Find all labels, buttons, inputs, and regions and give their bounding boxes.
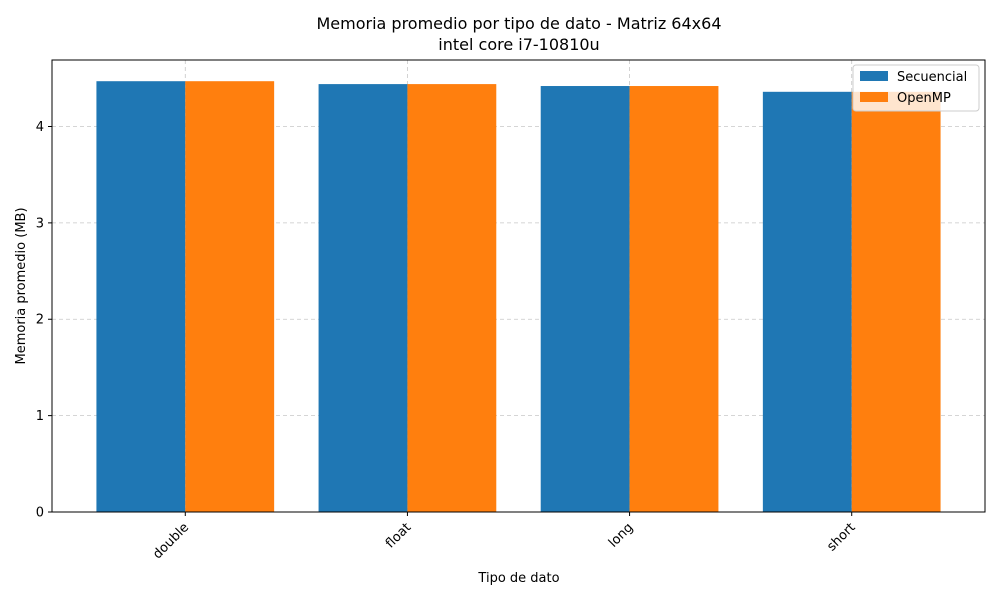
bar-secuencial-double: [96, 81, 186, 512]
x-tick-label-double: double: [150, 520, 192, 562]
legend-swatch-openmp: [860, 92, 888, 102]
y-axis-ticks: 0 1 2 3 4: [36, 120, 52, 521]
x-tick-label-long: long: [606, 520, 636, 550]
plot-frame: [51, 59, 986, 513]
y-tick-label: 1: [36, 409, 44, 424]
chart-subtitle: intel core i7-10810u: [438, 35, 599, 54]
x-axis-label: Tipo de dato: [477, 571, 559, 586]
bar-openmp-long: [629, 86, 719, 512]
bar-openmp-short: [851, 91, 941, 513]
legend-swatch-secuencial: [860, 71, 888, 81]
y-tick-label: 0: [36, 506, 44, 521]
bar-openmp-float: [407, 84, 497, 513]
bar-secuencial-long: [540, 86, 630, 512]
y-tick-label: 3: [36, 216, 44, 231]
legend-label-secuencial: Secuencial: [897, 70, 967, 85]
chart-title: Memoria promedio por tipo de dato - Matr…: [316, 14, 721, 33]
legend-label-openmp: OpenMP: [897, 91, 951, 106]
legend: Secuencial OpenMP: [852, 64, 980, 112]
y-tick-label: 2: [36, 313, 44, 328]
x-tick-label-float: float: [383, 520, 414, 551]
x-axis-ticks: double float long short: [150, 512, 859, 562]
x-tick-label-short: short: [824, 520, 858, 554]
bar-secuencial-short: [762, 91, 852, 513]
bar-openmp-double: [185, 81, 275, 512]
y-axis-label: Memoria promedio (MB): [14, 207, 29, 364]
bar-secuencial-float: [318, 84, 408, 513]
y-tick-label: 4: [36, 120, 44, 135]
bars-layer: [96, 81, 941, 513]
